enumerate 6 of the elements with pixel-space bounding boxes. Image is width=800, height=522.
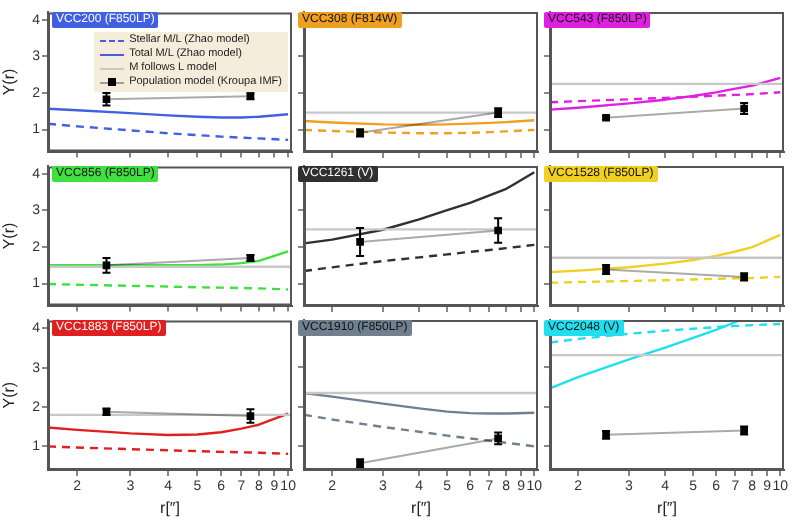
x-axis-title: r[″] xyxy=(657,498,677,517)
x-axis-title: r[″] xyxy=(160,498,180,517)
y-axis-title: Υ(r) xyxy=(0,68,19,96)
y-axis-title: Υ(r) xyxy=(0,381,19,409)
y-axis-title: Υ(r) xyxy=(0,222,19,250)
x-axis-title: r[″] xyxy=(411,498,431,517)
